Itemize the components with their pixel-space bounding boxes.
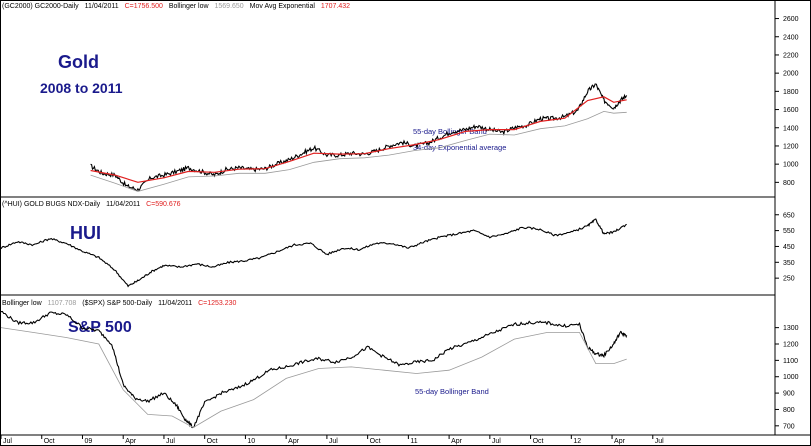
- spx-header-close: C=1253.230: [198, 300, 236, 307]
- gold-y-tick-label: 2400: [783, 34, 799, 41]
- spx-y-tick-label: 1100: [783, 358, 798, 365]
- gold-y-tick-label: 2000: [783, 71, 799, 78]
- gold-y-tick-label: 800: [783, 180, 795, 187]
- hui-price-line: [0, 218, 627, 288]
- spx-header-date: 11/04/2011: [158, 300, 192, 307]
- x-tick-label: Oct: [533, 438, 544, 445]
- hui-header: (^HUI) GOLD BUGS NDX-Daily 11/04/2011 C=…: [2, 201, 181, 208]
- gold-y-tick-label: 1600: [783, 107, 799, 114]
- gold-y-tick-label: 1000: [783, 162, 799, 169]
- spx-header: Bollinger low 1107.708 ($SPX) S&P 500-Da…: [2, 300, 237, 307]
- hui-header-close: C=590.676: [146, 201, 181, 208]
- gold-y-tick-label: 1800: [783, 89, 799, 96]
- gold-title: Gold: [58, 52, 99, 72]
- spx-bollinger-low-line: [0, 327, 627, 428]
- x-tick-label: Apr: [288, 438, 300, 445]
- gold-annotation-ema: 34-day Exponential average: [413, 143, 506, 152]
- spx-price-line: [0, 310, 628, 429]
- x-tick-label: Jul: [492, 438, 501, 445]
- gold-header-close: C=1756.500: [125, 3, 163, 10]
- gold-header-date: 11/04/2011: [85, 3, 119, 10]
- hui-y-tick-label: 350: [783, 260, 795, 267]
- x-tick-label: Jul: [329, 438, 338, 445]
- gold-header-band-value: 1569.650: [215, 3, 244, 10]
- spx-y-tick-label: 800: [783, 407, 795, 414]
- gold-y-tick-label: 2600: [783, 16, 799, 23]
- gold-ema-line: [90, 96, 627, 183]
- spx-title: S&P 500: [68, 319, 132, 336]
- hui-header-symbol: (^HUI) GOLD BUGS NDX-Daily: [2, 201, 101, 208]
- gold-bollinger-low-line: [90, 110, 627, 192]
- spx-header-band-label: Bollinger low: [2, 300, 43, 307]
- x-tick-label: 12: [573, 438, 581, 445]
- spx-header-symbol: ($SPX) S&P 500-Daily: [82, 300, 152, 307]
- gold-header-band-label: Bollinger low: [169, 3, 210, 10]
- spx-y-tick-label: 900: [783, 391, 795, 398]
- spx-y-tick-label: 1000: [783, 374, 799, 381]
- hui-y-tick-label: 650: [783, 212, 795, 219]
- spx-header-band-value: 1107.708: [48, 300, 77, 307]
- hui-y-tick-label: 450: [783, 244, 795, 251]
- x-tick-label: Apr: [451, 438, 463, 445]
- x-tick-label: 09: [84, 438, 92, 445]
- gold-price-line: [90, 83, 628, 192]
- x-tick-label: 10: [247, 438, 255, 445]
- chart-marks: 800 1000 1200 1400 1600 1800 2000 2200 2400 2600 2…: [0, 16, 799, 445]
- gold-header-symbol: (GC2000) GC2000-Daily: [2, 3, 79, 10]
- gold-header: (GC2000) GC2000-Daily 11/04/2011 C=1756.…: [2, 3, 350, 10]
- gold-y-tick-label: 1200: [783, 143, 799, 150]
- hui-title: HUI: [70, 223, 101, 243]
- hui-y-tick-label: 250: [783, 276, 795, 283]
- x-tick-label: Jul: [3, 438, 12, 445]
- hui-header-date: 11/04/2011: [106, 201, 140, 208]
- gold-y-tick-label: 2200: [783, 52, 799, 59]
- spx-y-tick-label: 1300: [783, 325, 799, 332]
- spx-annotation-band: 55-day Bollinger Band: [415, 387, 489, 396]
- x-tick-label: Oct: [207, 438, 218, 445]
- x-tick-label: Apr: [614, 438, 626, 445]
- x-tick-label: Jul: [655, 438, 664, 445]
- spx-y-tick-label: 700: [783, 423, 795, 430]
- gold-header-ema-label: Mov Avg Exponential: [250, 3, 316, 10]
- spx-y-tick-label: 1200: [783, 342, 799, 349]
- x-tick-label: Jul: [166, 438, 175, 445]
- x-tick-label: Oct: [44, 438, 55, 445]
- gold-subtitle: 2008 to 2011: [40, 80, 123, 96]
- x-tick-label: Apr: [125, 438, 137, 445]
- hui-y-tick-label: 550: [783, 228, 795, 235]
- gold-y-tick-label: 1400: [783, 125, 799, 132]
- x-tick-label: Oct: [370, 438, 381, 445]
- x-tick-label: 11: [410, 438, 417, 445]
- gold-annotation-band: 55-day Bollinger Band: [413, 127, 487, 136]
- gold-header-ema-value: 1707.432: [321, 3, 350, 10]
